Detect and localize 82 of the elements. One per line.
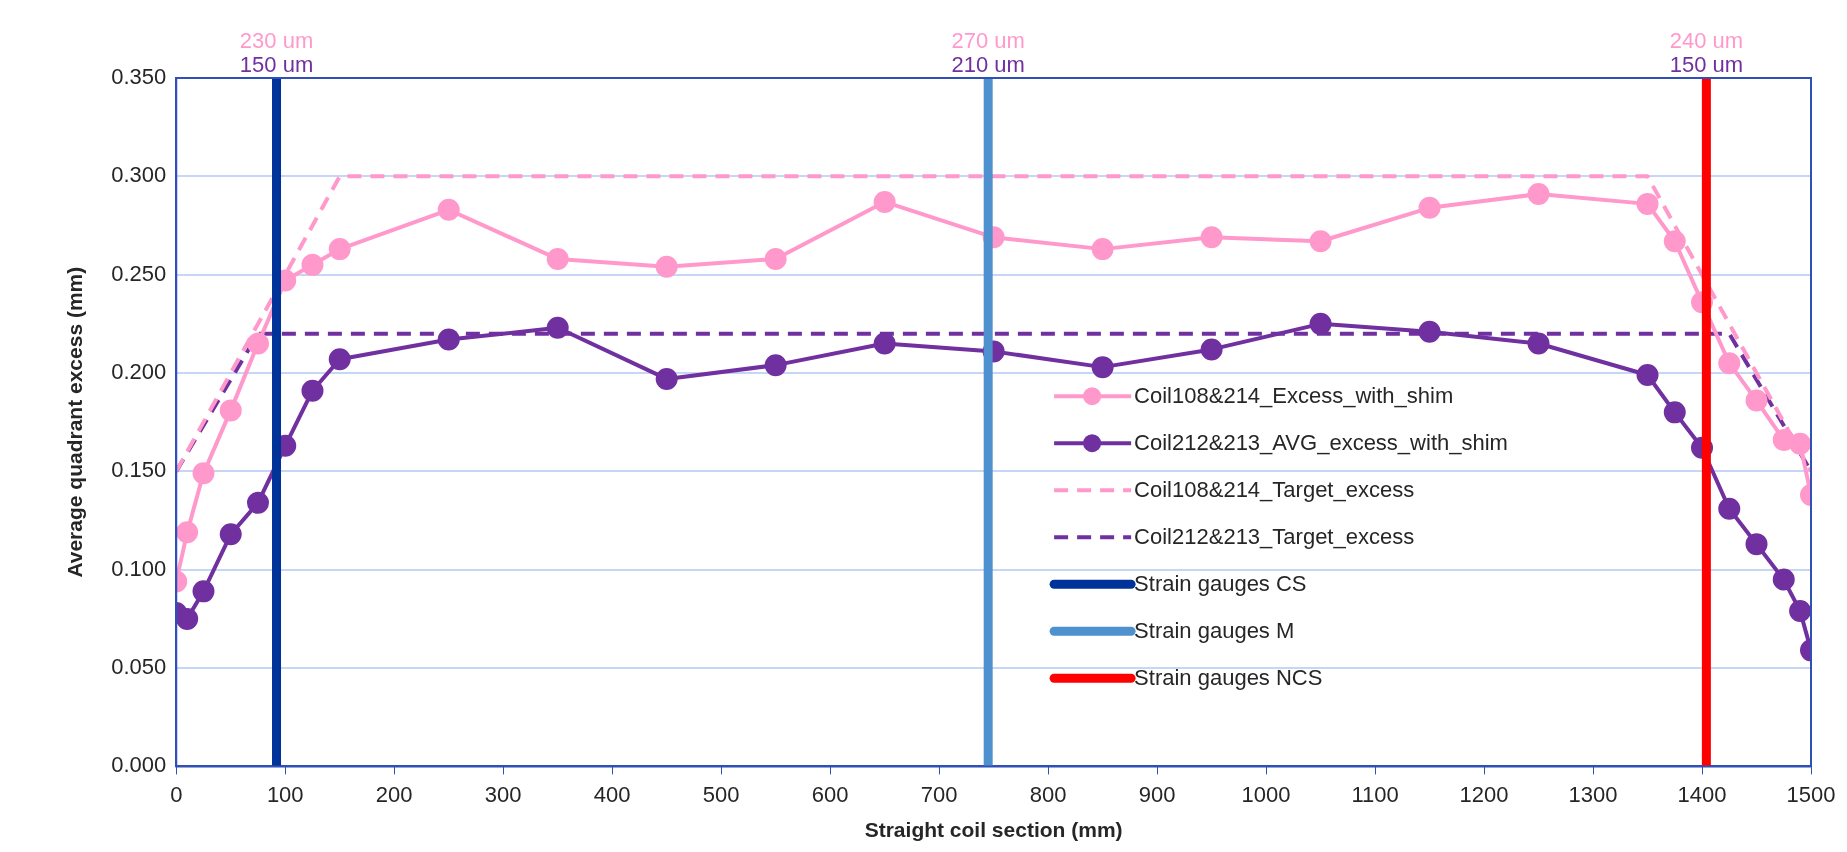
legend-label: Coil108&214_Excess_with_shim [1134, 383, 1454, 409]
point [1789, 432, 1811, 455]
legend-label: Coil108&214_Target_excess [1134, 477, 1415, 503]
legend-label: Coil212&213_Target_excess [1134, 524, 1415, 550]
point [1772, 568, 1795, 591]
x-tick-label: 500 [702, 781, 740, 807]
point [176, 521, 199, 544]
point [873, 332, 896, 355]
point [1091, 356, 1114, 379]
y-tick-label: 0.200 [111, 359, 167, 385]
y-tick-label: 0.050 [111, 654, 167, 680]
point [1418, 320, 1441, 343]
point [1091, 238, 1114, 261]
x-tick-label: 200 [375, 781, 413, 807]
text: 270 um [951, 28, 1025, 53]
y-tick-label: 0.250 [111, 260, 167, 286]
point [1663, 230, 1686, 253]
point [301, 253, 324, 276]
x-tick-label: 900 [1138, 781, 1176, 807]
y-tick-label: 0.350 [111, 64, 167, 90]
point [437, 328, 460, 351]
point [1200, 226, 1223, 249]
point [1718, 352, 1741, 375]
x-tick-label: 400 [593, 781, 631, 807]
point [219, 399, 242, 422]
text: 150 um [239, 52, 314, 77]
point [655, 367, 678, 390]
legend-label: Strain gauges M [1134, 618, 1295, 644]
x-tick-label: 1400 [1677, 781, 1727, 807]
point [192, 580, 215, 603]
y-tick-label: 0.300 [111, 162, 167, 188]
point [1527, 332, 1550, 355]
point [328, 348, 351, 371]
point [1200, 338, 1223, 361]
point [219, 523, 242, 546]
point [301, 379, 324, 402]
x-tick-label: 1300 [1568, 781, 1618, 807]
y-tick-label: 0.150 [111, 457, 167, 483]
x-tick-label: 1100 [1351, 781, 1399, 807]
point [655, 255, 678, 278]
x-tick-label: 600 [811, 781, 849, 807]
point [1745, 389, 1768, 412]
text: 230 um [239, 28, 314, 53]
point [1309, 312, 1332, 335]
legend-label: Strain gauges CS [1134, 571, 1307, 597]
point [546, 247, 569, 270]
x-tick-label: 800 [1029, 781, 1067, 807]
y-tick-label: 0.000 [111, 752, 167, 778]
point [1309, 230, 1332, 253]
x-tick-label: 100 [266, 781, 304, 807]
legend-label: Coil212&213_AVG_excess_with_shim [1134, 430, 1508, 456]
point [1789, 600, 1811, 623]
point [764, 247, 787, 270]
point [437, 198, 460, 221]
point [764, 354, 787, 377]
x-tick-label: 1200 [1459, 781, 1509, 807]
x-tick-label: 0 [170, 781, 183, 807]
point [1745, 533, 1768, 556]
point [1527, 183, 1550, 206]
point [192, 462, 215, 485]
text: 210 um [951, 52, 1025, 77]
point [1663, 401, 1686, 424]
text: 240 um [1669, 28, 1744, 53]
legend-label: Strain gauges NCS [1134, 665, 1323, 691]
x-axis-title: Straight coil section (mm) [864, 818, 1123, 842]
x-tick-label: 1500 [1786, 781, 1836, 807]
x-tick-label: 700 [920, 781, 958, 807]
point [1418, 196, 1441, 219]
point [176, 607, 199, 630]
x-tick-label: 1000 [1241, 781, 1291, 807]
point [246, 332, 269, 355]
point [1636, 364, 1659, 386]
point [546, 316, 569, 339]
point [1636, 192, 1659, 215]
text: 150 um [1669, 52, 1744, 77]
y-tick-label: 0.100 [111, 555, 167, 581]
y-axis-title: Average quadrant excess (mm) [63, 266, 87, 578]
point [246, 491, 269, 514]
point [1718, 497, 1741, 520]
x-tick-label: 300 [484, 781, 522, 807]
point [873, 190, 896, 213]
point [328, 238, 351, 261]
